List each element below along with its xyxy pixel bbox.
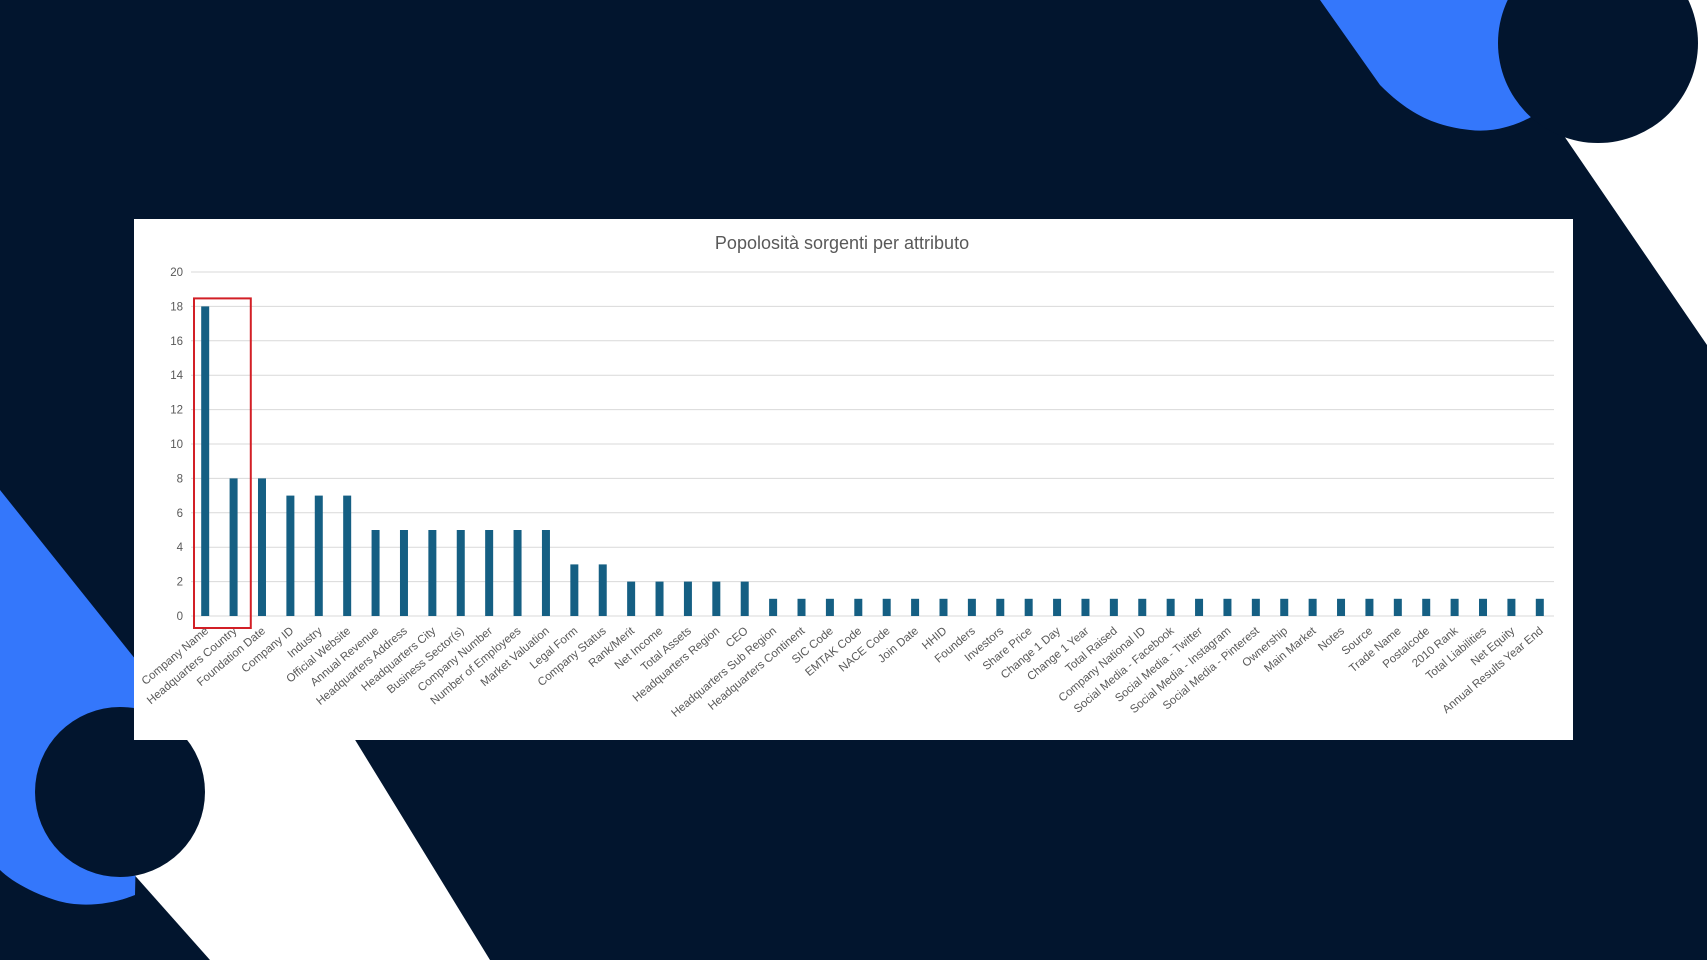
chart-card: Popolosità sorgenti per attributo 0 2 4 6 8 1…: [134, 219, 1573, 740]
highlight-box: [193, 297, 252, 630]
bar: [541, 530, 550, 616]
bar: [683, 581, 692, 616]
bar: [1308, 598, 1317, 616]
bar: [911, 598, 920, 616]
bar: [428, 530, 437, 616]
y-tick-label: 16: [170, 336, 183, 348]
bar: [655, 581, 664, 616]
bar: [598, 564, 607, 616]
bar: [1109, 598, 1118, 616]
bar: [201, 306, 210, 616]
bar: [1195, 598, 1204, 616]
bar: [314, 495, 323, 616]
bar: [996, 598, 1005, 616]
y-tick-label: 0: [177, 611, 183, 623]
bar: [1251, 598, 1260, 616]
bar: [712, 581, 721, 616]
y-tick-label: 2: [177, 577, 183, 589]
bar: [627, 581, 636, 616]
bar: [1166, 598, 1175, 616]
navy-circle-bottom-left: [35, 707, 205, 877]
bar: [513, 530, 522, 616]
bar: [967, 598, 976, 616]
bar: [456, 530, 465, 616]
bar: [229, 478, 238, 616]
bar: [1365, 598, 1374, 616]
bar: [1393, 598, 1402, 616]
y-tick-label: 14: [170, 370, 183, 382]
bar: [1450, 598, 1459, 616]
bar: [1138, 598, 1147, 616]
y-tick-label: 4: [177, 542, 184, 554]
y-tick-label: 20: [170, 267, 183, 279]
y-tick-label: 10: [170, 439, 183, 451]
bar: [1280, 598, 1289, 616]
bar: [1337, 598, 1346, 616]
bar: [825, 598, 834, 616]
bar: [1479, 598, 1488, 616]
bar: [1223, 598, 1232, 616]
bar: [1535, 598, 1544, 616]
navy-circle-top-right: [1498, 0, 1698, 143]
bar: [570, 564, 579, 616]
bar: [1081, 598, 1090, 616]
bar: [257, 478, 266, 616]
chart-title: Popolosità sorgenti per attributo: [715, 233, 969, 253]
bar: [1422, 598, 1431, 616]
bar-layer: [201, 306, 1544, 616]
grid-layer: 0 2 4 6 8 10 12 14 16 18 20: [170, 267, 1554, 623]
y-tick-label: 6: [177, 508, 183, 520]
bar: [485, 530, 494, 616]
bar: [882, 598, 891, 616]
bar: [769, 598, 778, 616]
bar: [286, 495, 295, 616]
bar: [343, 495, 352, 616]
bar: [740, 581, 749, 616]
bar-chart: Popolosità sorgenti per attributo 0 2 4 6 8 1…: [140, 233, 1554, 720]
bar: [1053, 598, 1062, 616]
y-tick-label: 12: [170, 405, 183, 417]
bar: [399, 530, 408, 616]
bar: [797, 598, 806, 616]
bar: [1024, 598, 1033, 616]
bar: [371, 530, 380, 616]
bar: [1507, 598, 1516, 616]
bar: [939, 598, 948, 616]
bar: [854, 598, 863, 616]
y-tick-label: 8: [177, 473, 183, 485]
y-tick-label: 18: [170, 301, 183, 313]
